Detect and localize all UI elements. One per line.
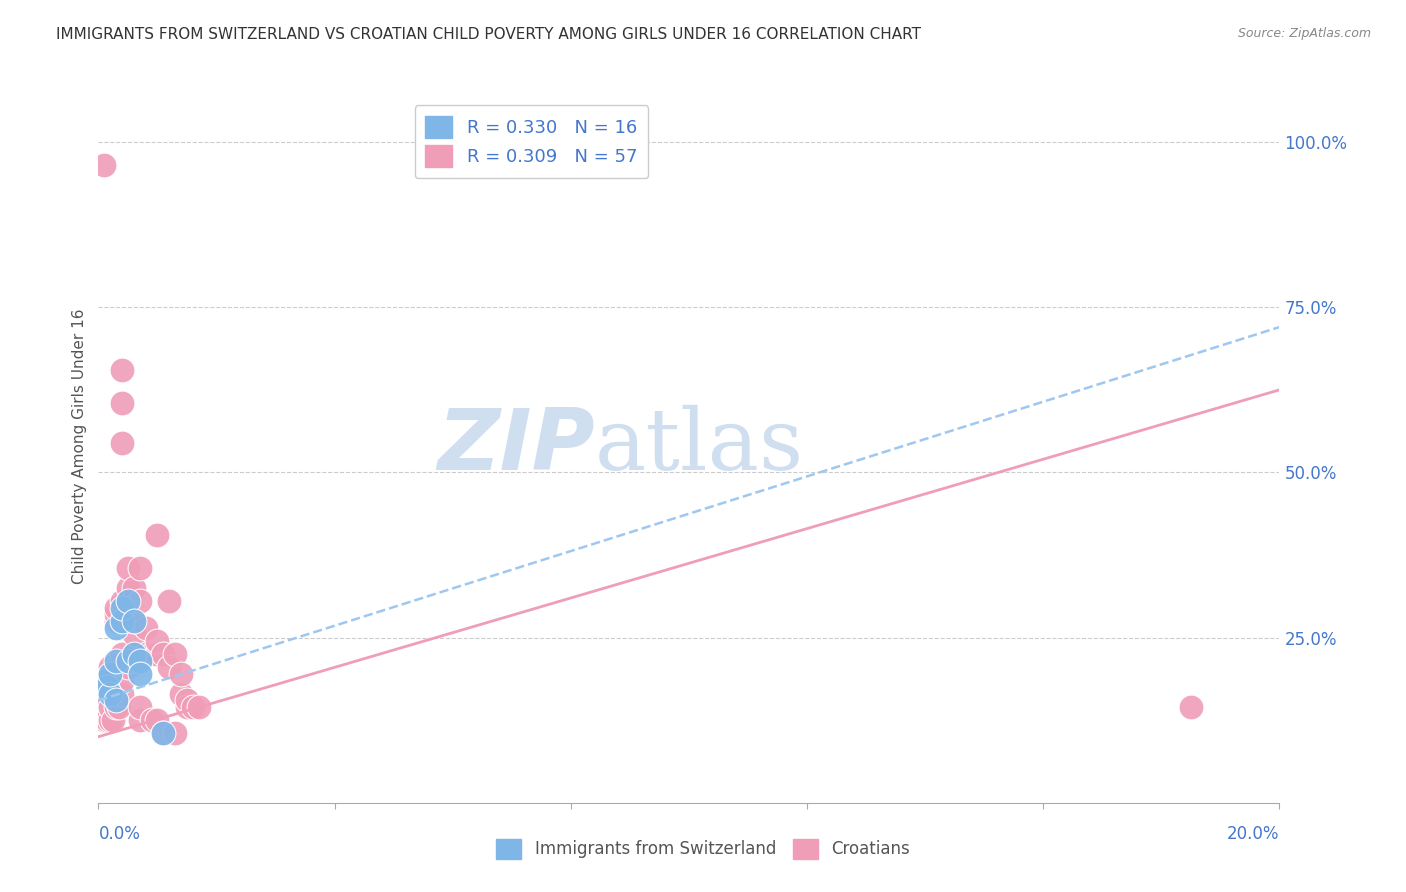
Point [152, 647, 174, 661]
Point [117, 594, 139, 608]
Point [111, 673, 134, 688]
Point [93, 713, 115, 727]
Point [111, 687, 134, 701]
Point [122, 647, 145, 661]
Point [105, 654, 128, 668]
Legend: Immigrants from Switzerland, Croatians: Immigrants from Switzerland, Croatians [489, 832, 917, 866]
Point [176, 693, 198, 707]
Point [122, 614, 145, 628]
Point [111, 396, 134, 410]
Point [122, 647, 145, 661]
Legend: R = 0.330   N = 16, R = 0.309   N = 57: R = 0.330 N = 16, R = 0.309 N = 57 [415, 105, 648, 178]
Text: IMMIGRANTS FROM SWITZERLAND VS CROATIAN CHILD POVERTY AMONG GIRLS UNDER 16 CORRE: IMMIGRANTS FROM SWITZERLAND VS CROATIAN … [56, 27, 921, 42]
Point [111, 594, 134, 608]
Y-axis label: Child Poverty Among Girls Under 16: Child Poverty Among Girls Under 16 [72, 309, 87, 583]
Point [146, 634, 169, 648]
Point [135, 647, 157, 661]
Point [93, 687, 115, 701]
Point [105, 687, 128, 701]
Point [141, 647, 163, 661]
Point [152, 726, 174, 740]
Point [96, 713, 118, 727]
Point [128, 667, 150, 681]
Point [105, 693, 128, 707]
Point [152, 726, 174, 740]
Point [98, 700, 121, 714]
Point [98, 713, 121, 727]
Text: ZIP: ZIP [437, 404, 595, 488]
Point [141, 713, 163, 727]
Point [111, 600, 134, 615]
Point [157, 660, 180, 674]
Point [98, 667, 121, 681]
Point [146, 528, 169, 542]
Point [128, 700, 150, 714]
Point [98, 660, 121, 674]
Point [117, 581, 139, 595]
Point [181, 700, 204, 714]
Point [98, 687, 121, 701]
Point [96, 680, 118, 694]
Point [105, 700, 128, 714]
Point [165, 647, 187, 661]
Text: Source: ZipAtlas.com: Source: ZipAtlas.com [1237, 27, 1371, 40]
Point [170, 687, 193, 701]
Point [170, 667, 193, 681]
Point [111, 363, 134, 377]
Point [105, 607, 128, 622]
Point [176, 700, 198, 714]
Point [98, 667, 121, 681]
Point [105, 614, 128, 628]
Point [117, 607, 139, 622]
Point [1180, 700, 1202, 714]
Point [165, 726, 187, 740]
Point [146, 647, 169, 661]
Text: 0.0%: 0.0% [98, 825, 141, 843]
Point [111, 647, 134, 661]
Point [117, 660, 139, 674]
Point [128, 654, 150, 668]
Point [187, 700, 209, 714]
Point [128, 594, 150, 608]
Point [117, 561, 139, 575]
Point [128, 713, 150, 727]
Point [128, 561, 150, 575]
Point [98, 680, 121, 694]
Point [93, 673, 115, 688]
Text: 20.0%: 20.0% [1227, 825, 1279, 843]
Point [105, 621, 128, 635]
Point [108, 700, 131, 714]
Point [105, 600, 128, 615]
Point [93, 158, 115, 172]
Point [146, 713, 169, 727]
Point [122, 627, 145, 641]
Point [93, 700, 115, 714]
Point [103, 713, 125, 727]
Point [117, 654, 139, 668]
Point [135, 621, 157, 635]
Point [122, 614, 145, 628]
Point [111, 435, 134, 450]
Point [157, 594, 180, 608]
Point [111, 614, 134, 628]
Point [122, 581, 145, 595]
Text: atlas: atlas [595, 404, 804, 488]
